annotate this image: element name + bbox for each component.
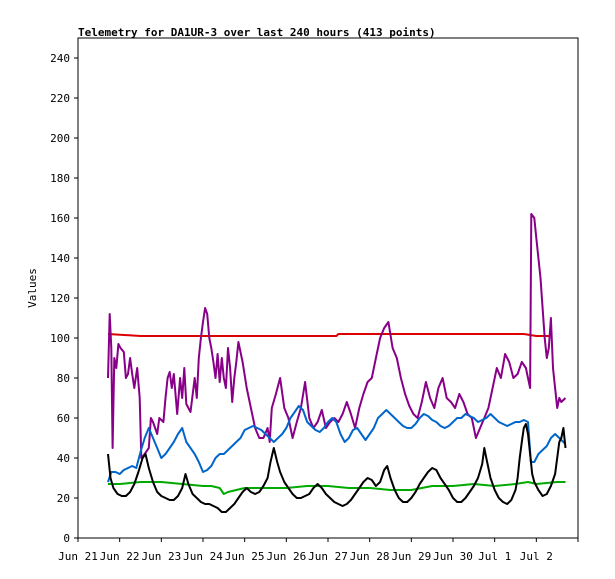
y-tick-label: 20 <box>57 492 70 505</box>
x-tick-label: Jun 21 <box>58 550 98 563</box>
y-tick-label: 60 <box>57 412 70 425</box>
x-tick-label: Jun 23 <box>141 550 181 563</box>
y-tick-label: 120 <box>50 292 70 305</box>
x-tick-label: Jun 25 <box>225 550 265 563</box>
y-tick-label: 80 <box>57 372 70 385</box>
y-tick-label: 140 <box>50 252 70 265</box>
y-axis: 0 20 40 60 80 100 120 140 160 180 200 220 240 <box>50 52 78 545</box>
series-line-1 <box>107 213 567 459</box>
series-line-3 <box>108 481 566 495</box>
x-tick-label: Jul 2 <box>520 550 553 563</box>
x-tick-label: Jun 30 <box>433 550 473 563</box>
x-tick-label: Jun 26 <box>266 550 306 563</box>
series-line-0 <box>107 333 549 337</box>
y-tick-label: 240 <box>50 52 70 65</box>
x-tick-label: Jun 24 <box>183 550 223 563</box>
y-axis-label: Values <box>26 268 39 308</box>
y-tick-label: 100 <box>50 332 70 345</box>
series-line-4 <box>107 423 567 513</box>
x-tick-label: Jun 28 <box>350 550 390 563</box>
x-axis: Jun 21 Jun 22 Jun 23 Jun 24 Jun 25 Jun 26 Jun … <box>58 538 579 563</box>
x-tick-label: Jun 27 <box>308 550 348 563</box>
y-tick-label: 160 <box>50 212 70 225</box>
y-tick-label: 0 <box>63 532 70 545</box>
y-tick-label: 40 <box>57 452 70 465</box>
y-tick-label: 220 <box>50 92 70 105</box>
series-line-2 <box>107 405 567 483</box>
y-tick-label: 200 <box>50 132 70 145</box>
series-lines <box>107 213 567 513</box>
x-tick-label: Jun 22 <box>100 550 140 563</box>
plot-frame <box>77 37 579 539</box>
x-tick-label: Jun 29 <box>391 550 431 563</box>
y-tick-label: 180 <box>50 172 70 185</box>
chart-title: Telemetry for DA1UR-3 over last 240 hour… <box>78 26 436 39</box>
x-tick-label: Jul 1 <box>478 550 511 563</box>
